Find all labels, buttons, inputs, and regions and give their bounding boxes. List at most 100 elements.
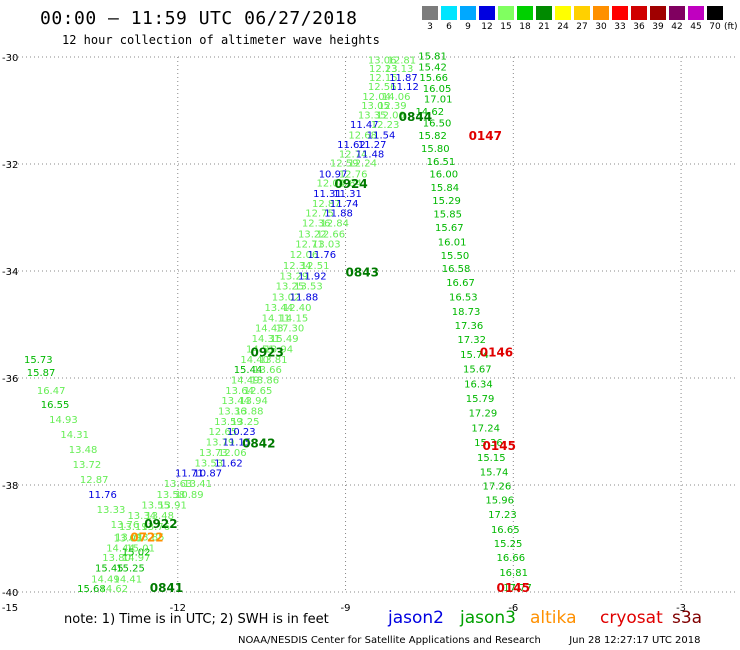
swh-value: 15.68 bbox=[77, 584, 106, 595]
swh-value: 15.01 bbox=[126, 543, 155, 554]
swh-value: 15.74 bbox=[480, 467, 509, 478]
swh-value: 12.23 bbox=[371, 120, 400, 131]
swh-value: 17.01 bbox=[424, 94, 453, 105]
swh-value: 12.71 bbox=[295, 239, 324, 250]
swh-value: 12.68 bbox=[348, 130, 377, 141]
page-subtitle: 12 hour collection of altimeter wave hei… bbox=[62, 33, 380, 47]
legend-label-70: 70 bbox=[709, 22, 721, 32]
swh-value: 11.48 bbox=[356, 150, 385, 161]
swh-value: 15.67 bbox=[463, 365, 492, 376]
swh-value: 12.34 bbox=[283, 261, 312, 272]
swh-value: 17.29 bbox=[469, 409, 498, 420]
swh-value: 17.32 bbox=[457, 335, 486, 346]
swh-value: 13.03 bbox=[312, 239, 341, 250]
legend-swatch-42 bbox=[669, 6, 685, 20]
pass-time-label: 0842 bbox=[242, 437, 275, 451]
swh-value: 15.42 bbox=[418, 62, 447, 73]
swh-value: 13.76 bbox=[111, 520, 140, 531]
swh-value: 14.31 bbox=[60, 430, 89, 441]
swh-value: 11.12 bbox=[390, 82, 419, 93]
swh-value: 13.53 bbox=[294, 282, 323, 293]
lon-tick-label: -15 bbox=[2, 603, 18, 614]
swh-value: 16.00 bbox=[429, 169, 458, 180]
swh-value: 17.30 bbox=[276, 323, 305, 334]
swh-value: 13.06 bbox=[368, 55, 397, 66]
swh-value: 15.79 bbox=[466, 394, 495, 405]
swh-value: 14.40 bbox=[240, 355, 269, 366]
swh-value: 13.55 bbox=[141, 501, 170, 512]
legend-swatch-30 bbox=[593, 6, 609, 20]
credit-line: NOAA/NESDIS Center for Satellite Applica… bbox=[238, 635, 700, 646]
swh-value: 13.53 bbox=[195, 458, 224, 469]
swh-value: 12.51 bbox=[301, 261, 330, 272]
swh-value: 12.76 bbox=[339, 169, 368, 180]
swh-value: 11.92 bbox=[298, 272, 327, 283]
legend-label-24: 24 bbox=[557, 22, 569, 32]
legend-swatch-39 bbox=[650, 6, 666, 20]
swh-value: 13.03 bbox=[113, 534, 142, 545]
swh-value: 13.02 bbox=[272, 292, 301, 303]
swh-value: 12.65 bbox=[209, 427, 238, 438]
pass-time-label: 0841 bbox=[150, 581, 183, 595]
legend-label-21: 21 bbox=[538, 22, 550, 32]
footer-note: note: 1) Time is in UTC; 2) SWH is in fe… bbox=[64, 612, 329, 627]
legend-swatch-6 bbox=[441, 6, 457, 20]
swh-value: 15.44 bbox=[234, 365, 263, 376]
swh-value: 13.29 bbox=[280, 272, 309, 283]
pass-time-label: 0147 bbox=[469, 129, 502, 143]
swh-value: 13.22 bbox=[298, 229, 327, 240]
legend-label-9: 9 bbox=[465, 22, 471, 32]
swh-value: 15.02 bbox=[122, 548, 151, 559]
swh-value: 15.36 bbox=[474, 438, 503, 449]
satellite-altika: altika bbox=[530, 608, 577, 628]
swh-value: 13.66 bbox=[253, 365, 282, 376]
swh-value: 12.75 bbox=[305, 208, 334, 219]
swh-value: 15.96 bbox=[485, 496, 514, 507]
swh-value: 15.67 bbox=[435, 223, 464, 234]
legend-label-36: 36 bbox=[633, 22, 645, 32]
swh-value: 16.47 bbox=[37, 386, 66, 397]
swh-value: 16.67 bbox=[446, 278, 475, 289]
wave-height-points: 13.0612.8112.2313.1312.1511.8712.5611.12… bbox=[24, 52, 532, 595]
swh-value: 15.73 bbox=[24, 355, 53, 366]
swh-value: 13.48 bbox=[69, 445, 98, 456]
axis-ticks: -15 -12 -9 -6 -3 -30 -32 -34 -36 -38 -40 bbox=[2, 53, 686, 614]
legend-label-12: 12 bbox=[481, 22, 493, 32]
lat-tick-label: -32 bbox=[2, 160, 18, 171]
swh-value: 10.89 bbox=[175, 490, 204, 501]
satellite-jason3: jason3 bbox=[460, 608, 516, 628]
swh-value: 12.66 bbox=[316, 229, 345, 240]
swh-value: 13.34 bbox=[127, 511, 156, 522]
swh-value: 17.23 bbox=[488, 510, 517, 521]
swh-value: 17.77 bbox=[503, 583, 532, 594]
credit-source: NOAA/NESDIS Center for Satellite Applica… bbox=[238, 635, 541, 646]
swh-value: 12.65 bbox=[244, 386, 273, 397]
swh-value: 12.87 bbox=[312, 199, 341, 210]
pass-time-label: 0924 bbox=[334, 177, 367, 191]
legend-swatch-21 bbox=[536, 6, 552, 20]
swh-value: 16.05 bbox=[423, 84, 452, 95]
swh-value: 11.31 bbox=[313, 189, 342, 200]
swh-value: 12.15 bbox=[369, 73, 398, 84]
lon-tick-label: -9 bbox=[341, 603, 351, 614]
swh-value: 13.86 bbox=[250, 375, 279, 386]
swh-value: 13.71 bbox=[115, 533, 144, 544]
swh-value: 15.85 bbox=[433, 210, 462, 221]
swh-value: 13.58 bbox=[157, 490, 186, 501]
swh-value: 15.66 bbox=[419, 73, 448, 84]
swh-value: 12.06 bbox=[290, 250, 319, 261]
swh-value: 12.36 bbox=[302, 219, 331, 230]
swh-value: 15.80 bbox=[421, 144, 450, 155]
swh-value: 12.06 bbox=[376, 111, 405, 122]
pass-time-label: 0844 bbox=[399, 110, 432, 124]
swh-value: 12.06 bbox=[218, 448, 247, 459]
swh-value: 14.93 bbox=[49, 415, 78, 426]
pass-time-label: 0722 bbox=[130, 531, 163, 545]
pass-time-label: 0145 bbox=[483, 439, 516, 453]
legend-label-27: 27 bbox=[576, 22, 588, 32]
swh-value: 16.53 bbox=[449, 292, 478, 303]
legend-label-45: 45 bbox=[690, 22, 702, 32]
swh-value: 13.59 bbox=[214, 417, 243, 428]
